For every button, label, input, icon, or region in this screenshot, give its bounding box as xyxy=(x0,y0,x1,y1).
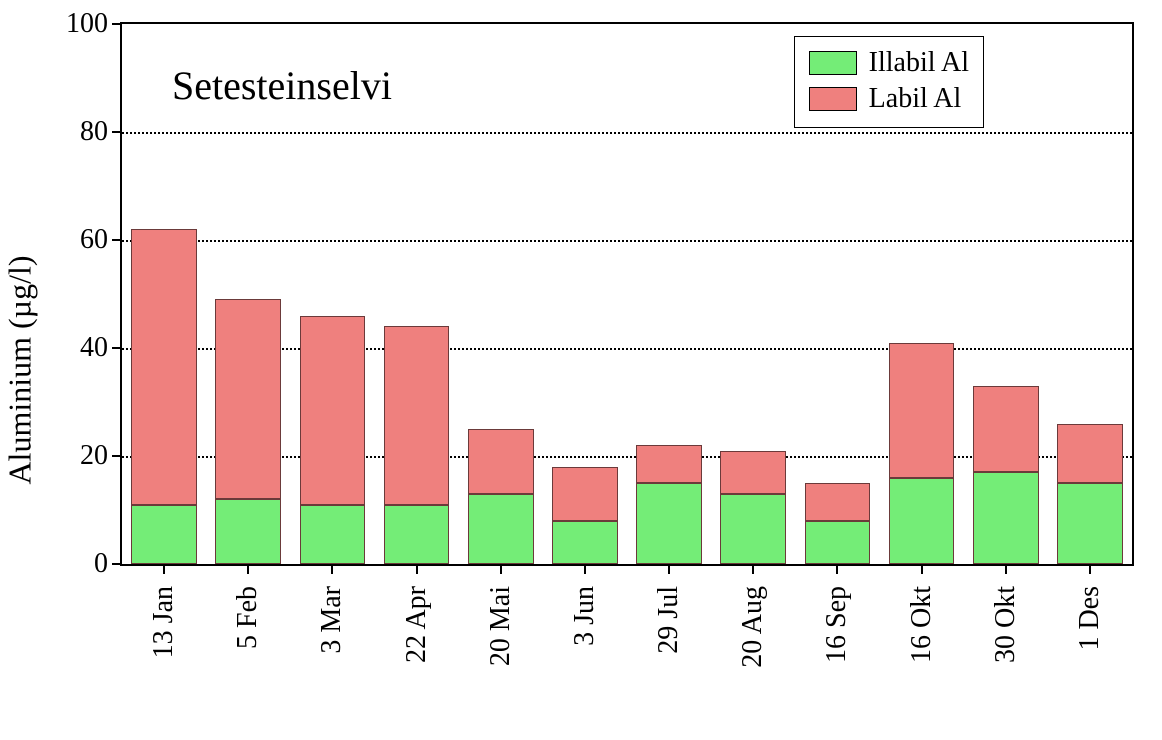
bar-segment xyxy=(805,521,871,564)
x-tick-mark xyxy=(416,564,418,574)
x-tick-label: 13 Jan xyxy=(148,586,180,658)
legend-label: Labil Al xyxy=(869,83,962,115)
legend-item: Labil Al xyxy=(809,83,969,115)
legend: Illabil Al Labil Al xyxy=(794,36,984,128)
x-tick-mark xyxy=(584,564,586,574)
bar xyxy=(300,316,366,564)
bar-segment xyxy=(636,445,702,483)
bar-segment xyxy=(1057,483,1123,564)
bar-segment xyxy=(215,499,281,564)
bar-segment xyxy=(805,483,871,521)
bar-segment xyxy=(131,505,197,564)
y-tick-label: 20 xyxy=(80,440,108,472)
bar xyxy=(973,386,1039,564)
x-tick-label: 3 Mar xyxy=(316,586,348,654)
bar-segment xyxy=(889,343,955,478)
x-tick-label: 1 Des xyxy=(1074,586,1106,651)
bar xyxy=(1057,424,1123,564)
y-tick-label: 100 xyxy=(66,8,108,40)
x-tick-mark xyxy=(500,564,502,574)
legend-swatch xyxy=(809,87,857,111)
y-tick-mark xyxy=(112,23,122,25)
x-tick-label: 22 Apr xyxy=(401,586,433,663)
legend-label: Illabil Al xyxy=(869,47,969,79)
y-tick-mark xyxy=(112,131,122,133)
bar xyxy=(468,429,534,564)
x-tick-mark xyxy=(668,564,670,574)
x-tick-mark xyxy=(836,564,838,574)
x-tick-mark xyxy=(1089,564,1091,574)
bar-segment xyxy=(300,505,366,564)
gridline xyxy=(122,132,1132,134)
gridline xyxy=(122,240,1132,242)
bar xyxy=(805,483,871,564)
bar-segment xyxy=(636,483,702,564)
bar xyxy=(552,467,618,564)
y-tick-mark xyxy=(112,347,122,349)
bar-segment xyxy=(1057,424,1123,483)
y-tick-label: 40 xyxy=(80,332,108,364)
bar-segment xyxy=(300,316,366,505)
y-tick-label: 0 xyxy=(94,548,108,580)
bar xyxy=(384,326,450,564)
x-tick-mark xyxy=(163,564,165,574)
bar-segment xyxy=(552,521,618,564)
bar xyxy=(131,229,197,564)
chart-title: Setesteinselvi xyxy=(172,62,392,109)
legend-swatch xyxy=(809,51,857,75)
x-tick-mark xyxy=(921,564,923,574)
x-tick-label: 20 Aug xyxy=(737,586,769,668)
bar xyxy=(889,343,955,564)
x-tick-mark xyxy=(247,564,249,574)
bar-segment xyxy=(131,229,197,504)
y-tick-mark xyxy=(112,455,122,457)
bar-segment xyxy=(468,429,534,494)
bar-segment xyxy=(720,451,786,494)
chart-container: Aluminium (µg/l) Setesteinselvi Illabil … xyxy=(0,0,1162,740)
x-tick-label: 29 Jul xyxy=(653,586,685,654)
bar-segment xyxy=(552,467,618,521)
bar-segment xyxy=(384,505,450,564)
x-tick-label: 16 Sep xyxy=(821,586,853,663)
bar-segment xyxy=(973,472,1039,564)
x-tick-label: 20 Mai xyxy=(485,586,517,666)
x-tick-label: 3 Jun xyxy=(569,586,601,646)
bar-segment xyxy=(720,494,786,564)
x-tick-mark xyxy=(752,564,754,574)
bar xyxy=(215,299,281,564)
bar-segment xyxy=(384,326,450,504)
y-axis-label: Aluminium (µg/l) xyxy=(2,255,39,484)
legend-item: Illabil Al xyxy=(809,47,969,79)
x-tick-mark xyxy=(331,564,333,574)
bar xyxy=(636,445,702,564)
bar-segment xyxy=(973,386,1039,472)
bar-segment xyxy=(215,299,281,499)
y-tick-label: 60 xyxy=(80,224,108,256)
plot-area: Setesteinselvi Illabil AlLabil Al 020406… xyxy=(120,22,1134,566)
y-tick-mark xyxy=(112,239,122,241)
y-tick-mark xyxy=(112,563,122,565)
bar-segment xyxy=(468,494,534,564)
bar-segment xyxy=(889,478,955,564)
x-tick-label: 30 Okt xyxy=(990,586,1022,663)
x-tick-label: 16 Okt xyxy=(906,586,938,663)
x-tick-label: 5 Feb xyxy=(232,586,264,649)
x-tick-mark xyxy=(1005,564,1007,574)
bar xyxy=(720,451,786,564)
y-tick-label: 80 xyxy=(80,116,108,148)
